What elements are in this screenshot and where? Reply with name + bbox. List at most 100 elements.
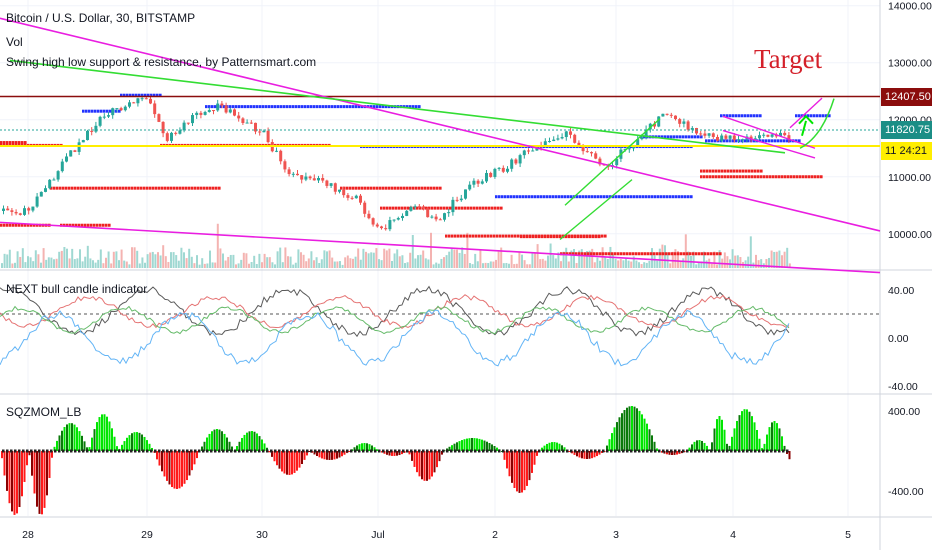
- squeeze-dot: [138, 449, 141, 453]
- volume-bar: [648, 260, 651, 268]
- swing-level-dot: [774, 139, 777, 143]
- swing-level-dot: [412, 105, 415, 109]
- volume-bar: [362, 248, 365, 268]
- squeeze-dot: [22, 449, 25, 453]
- candle-body: [191, 115, 194, 124]
- squeeze-dot: [578, 449, 581, 453]
- momentum-bar: [243, 434, 246, 451]
- candle-body: [422, 206, 425, 209]
- candle-body: [506, 168, 509, 172]
- volume-bar: [560, 261, 562, 268]
- squeeze-dot: [322, 449, 325, 453]
- swing-level-dot: [707, 252, 710, 256]
- swing-level-dot: [218, 186, 221, 190]
- swing-level-dot: [137, 186, 140, 190]
- momentum-bar: [391, 451, 393, 456]
- volume-bar: [341, 264, 344, 268]
- squeeze-dot: [334, 449, 337, 453]
- momentum-bar: [263, 443, 266, 451]
- swing-level-dot: [757, 175, 760, 179]
- squeeze-dot: [102, 449, 105, 453]
- swing-level-dot: [406, 105, 409, 109]
- swing-level-dot: [490, 234, 493, 238]
- swing-level-dot: [250, 105, 253, 109]
- momentum-bar: [513, 451, 516, 488]
- swing-level-dot: [657, 195, 660, 199]
- candle-body: [573, 134, 577, 143]
- volume-bar: [372, 252, 375, 268]
- swing-level-dot: [544, 235, 547, 239]
- timer-prefix: 11: [885, 145, 897, 157]
- momentum-bar: [576, 451, 578, 457]
- squeeze-dot: [94, 449, 97, 453]
- momentum-bar: [593, 451, 596, 458]
- swing-level-dot: [496, 234, 499, 238]
- momentum-bar: [43, 451, 46, 508]
- green-channel-lower: [559, 179, 633, 241]
- volume-bar: [112, 251, 115, 268]
- swing-level-dot: [642, 195, 645, 199]
- swing-level-dot: [739, 169, 742, 173]
- swing-level-dot: [588, 195, 591, 199]
- volume-bar: [632, 256, 635, 268]
- momentum-bar: [186, 451, 188, 481]
- candle-body: [283, 161, 287, 170]
- swing-level-dot: [424, 186, 427, 190]
- momentum-bar: [556, 442, 558, 451]
- volume-bar: [461, 247, 464, 268]
- momentum-bar: [303, 451, 306, 460]
- volume-bar: [315, 257, 318, 268]
- swing-level-dot: [280, 105, 283, 109]
- momentum-bar: [51, 451, 53, 458]
- volume-bar: [97, 259, 100, 268]
- squeeze-dot: [314, 449, 317, 453]
- volume-bar: [736, 255, 739, 268]
- swing-level-dot: [540, 195, 543, 199]
- volume-bar: [700, 261, 703, 268]
- volume-bar: [617, 260, 620, 268]
- volume-bar: [713, 251, 716, 268]
- momentum-bar: [46, 451, 48, 496]
- squeeze-dot: [26, 449, 29, 453]
- squeeze-dot: [750, 449, 753, 453]
- momentum-bar: [441, 451, 443, 455]
- volume-legend: Vol: [6, 35, 23, 49]
- swing-level-dot: [69, 223, 72, 227]
- volume-bar: [214, 262, 217, 268]
- volume-bar: [383, 248, 386, 268]
- momentum-bar: [358, 444, 361, 451]
- candle-body: [464, 189, 467, 199]
- swing-level-dot: [382, 105, 385, 109]
- volume-bar: [500, 247, 503, 268]
- momentum-bar: [348, 451, 351, 452]
- candle-body: [178, 130, 182, 134]
- momentum-bar: [621, 413, 623, 451]
- momentum-bar: [648, 429, 651, 451]
- volume-bar: [79, 249, 81, 268]
- momentum-bar: [613, 427, 616, 451]
- squeeze-dot: [546, 449, 549, 453]
- squeeze-dot: [374, 449, 377, 453]
- swing-level-dot: [62, 186, 65, 190]
- swing-level-dot: [481, 234, 484, 238]
- swing-level-dot: [90, 223, 93, 227]
- candle-body: [10, 210, 14, 212]
- swing-level-dot: [759, 139, 762, 143]
- momentum-bar: [66, 424, 68, 451]
- swing-level-dot: [460, 234, 463, 238]
- swing-level-dot: [682, 135, 685, 139]
- swing-level-dot: [765, 139, 768, 143]
- swing-level-dot: [24, 223, 27, 227]
- squeeze-dot: [630, 449, 633, 453]
- volume-bar: [578, 250, 581, 268]
- swing-level-dot: [488, 206, 491, 210]
- swing-level-dot: [220, 105, 223, 109]
- volume-bar: [357, 248, 360, 268]
- swing-level-dot: [380, 206, 383, 210]
- squeeze-dot: [98, 449, 101, 453]
- momentum-bar: [458, 441, 461, 451]
- momentum-bar: [308, 451, 311, 452]
- candle-body: [186, 122, 190, 124]
- swing-level-dot: [71, 186, 74, 190]
